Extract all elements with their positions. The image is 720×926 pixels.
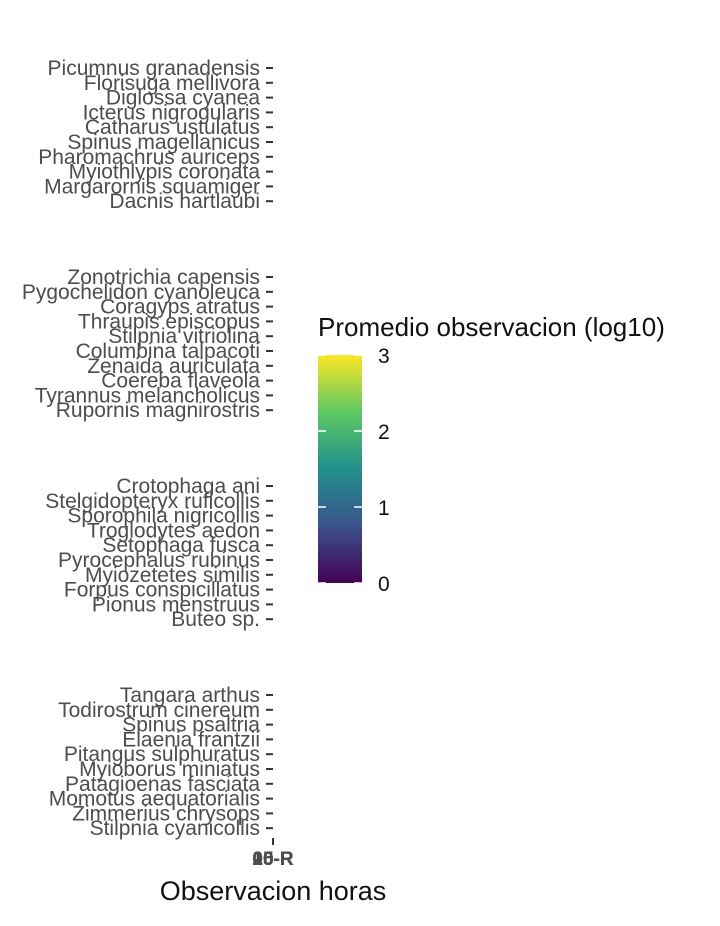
y-tick-label: Stilpnia cyanicollis	[90, 817, 260, 840]
y-tick-label: Setophaga fusca	[102, 534, 260, 557]
x-tick-label: 15-R	[252, 849, 293, 870]
y-tick-label: Pyrocephalus rubinus	[58, 549, 260, 572]
y-tick-label: Columbina talpacoti	[76, 340, 260, 363]
y-tick-label: Pygochelidon cyanoleuca	[22, 281, 260, 304]
x-tick-label: 20-R	[252, 849, 293, 870]
legend-tick-label: 1	[378, 497, 390, 520]
legend-tick-label: 3	[378, 345, 390, 368]
y-tick-label: Tyrannus melancholicus	[35, 384, 260, 407]
y-tick-label: Icterus nigrogularis	[83, 101, 260, 124]
legend-tick-label: 0	[378, 573, 390, 596]
y-tick-label: Todirostrum cinereum	[58, 699, 260, 722]
y-tick-label: Buteo sp.	[171, 608, 260, 631]
y-tick-label: Forpus conspicillatus	[64, 579, 260, 602]
y-tick-label: Spinus psaltria	[122, 714, 260, 737]
y-tick-label: Pionus menstruus	[92, 593, 260, 616]
y-tick-label: Dacnis hartlaubi	[109, 190, 260, 213]
x-axis: 00-R05-R10-R15-R20-R Observacion horas	[160, 838, 387, 906]
y-tick-label: Zonotrichia capensis	[67, 266, 260, 289]
y-tick-label: Coereba flaveola	[101, 370, 260, 393]
y-tick-label: Florisuga mellivora	[84, 72, 261, 95]
legend-tick-label: 2	[378, 421, 390, 444]
y-tick-label: Momotus aequatorialis	[49, 788, 260, 811]
y-tick-label: Zenaida auriculata	[87, 355, 260, 378]
y-tick-label: Coragyps atratus	[100, 296, 260, 319]
legend-title: Promedio observacion (log10)	[318, 312, 665, 342]
x-tick-label: 00-R	[252, 849, 293, 870]
x-tick-label: 10-R	[252, 849, 293, 870]
y-tick-label: Pitangus sulphuratus	[64, 743, 260, 766]
x-axis-title: Observacion horas	[160, 876, 387, 906]
y-tick-label: Pharomachrus auriceps	[38, 146, 260, 169]
y-tick-label: Picumnus granadensis	[48, 57, 260, 80]
y-tick-label: Sporophila nigricollis	[67, 505, 260, 528]
y-tick-label: Patagioenas fasciata	[65, 773, 260, 796]
y-tick-label: Zimmerius chrysops	[72, 802, 260, 825]
y-tick-label: Myiothlypis coronata	[69, 161, 261, 184]
y-tick-label: Stelgidopteryx ruficollis	[45, 490, 260, 513]
legend-colorbar	[318, 355, 362, 583]
y-tick-label: Thraupis episcopus	[78, 310, 260, 333]
y-tick-label: Margarornis squamiger	[44, 175, 260, 198]
y-tick-label: Diglossa cyanea	[106, 87, 260, 110]
y-tick-label: Elaenia frantzii	[122, 728, 260, 751]
y-tick-label: Crotophaga ani	[116, 475, 260, 498]
y-tick-label: Rupornis magnirostris	[56, 399, 260, 422]
x-tick-label: 05-R	[252, 849, 293, 870]
legend: Promedio observacion (log10) 0 1 2 3	[318, 312, 665, 596]
y-tick-label: Tangara arthus	[120, 684, 260, 707]
y-tick-label: Troglodytes aedon	[87, 519, 260, 542]
y-tick-label: Myioborus miniatus	[79, 758, 260, 781]
y-tick-label: Spinus magellanicus	[67, 131, 260, 154]
y-tick-label: Stilpnia vitriolina	[108, 325, 260, 348]
y-tick-label: Myiozetetes similis	[85, 564, 260, 587]
y-tick-label: Catharus ustulatus	[85, 116, 260, 139]
